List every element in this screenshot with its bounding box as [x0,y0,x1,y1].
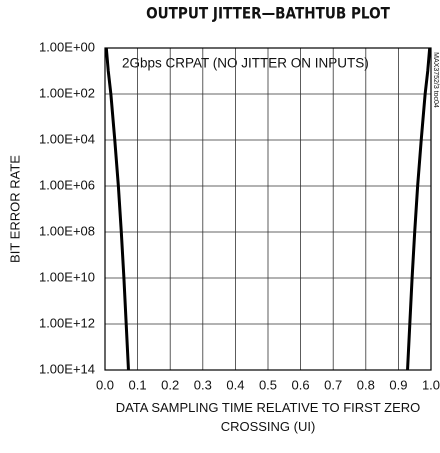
x-tick-label: 0.3 [194,377,212,392]
y-axis-label: BIT ERROR RATE [7,155,22,263]
x-tick-label: 0.6 [292,377,310,392]
x-tick-label: 0.0 [96,377,114,392]
x-tick-label: 0.8 [357,377,375,392]
y-tick-label: 1.00E+14 [39,361,95,376]
y-tick-label: 1.00E+06 [39,177,95,192]
y-tick-label: 1.00E+02 [39,85,95,100]
x-tick-label: 0.7 [324,377,342,392]
plot-frame [104,47,432,371]
y-tick-label: 1.00E+08 [39,223,95,238]
bathtub-curve [406,47,432,371]
side-note: MAX3752/3 toc04 [432,52,439,108]
x-tick-label: 0.1 [129,377,147,392]
x-tick-label: 0.5 [259,377,277,392]
y-tick-label: 1.00E+00 [39,39,95,54]
x-tick-label: 1.0 [422,377,440,392]
y-tick-label: 1.00E+10 [39,269,95,284]
annotation: 2Gbps CRPAT (NO JITTER ON INPUTS) [122,56,369,71]
x-tick-label: 0.9 [389,377,407,392]
x-tick-label: 0.2 [161,377,179,392]
y-tick-label: 1.00E+12 [39,315,95,330]
x-axis-label: DATA SAMPLING TIME RELATIVE TO FIRST ZER… [115,400,421,434]
y-tick-label: 1.00E+04 [39,131,95,146]
bathtub-curve [104,47,130,371]
chart-title: OUTPUT JITTER—BATHTUB PLOT [146,4,391,22]
x-tick-label: 0.4 [226,377,244,392]
